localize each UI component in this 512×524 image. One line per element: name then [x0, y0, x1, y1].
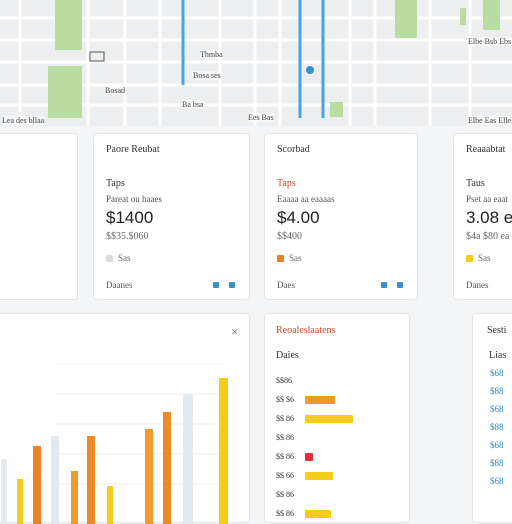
map-label: Lea des bllaa	[2, 116, 45, 125]
card[interactable]	[0, 133, 78, 300]
row-bar	[305, 453, 313, 461]
list-card: Reoaleslaatens Daies $$86 $$ $6 $$ 86 $$ 86…	[264, 313, 410, 523]
icon	[229, 282, 235, 288]
card-footer: Daes	[277, 280, 295, 290]
legend-label: Sas	[478, 253, 491, 263]
card-footer: Danes	[466, 280, 489, 290]
side-subtitle: Lias	[489, 350, 507, 361]
grid	[55, 363, 225, 485]
card-footer: Daanes	[106, 280, 133, 290]
card-title: Scorbad	[277, 144, 310, 155]
card-subtitle: Taps	[277, 178, 296, 189]
streets	[0, 0, 512, 126]
close-button[interactable]: ×	[231, 324, 239, 339]
list-title: Reoaleslaatens	[276, 325, 336, 336]
side-card: Sesti Lias $68 $88 $68 $88 $68 $88 $68	[472, 313, 512, 523]
card-value: $1400	[106, 208, 154, 227]
card-caption: Pareat ou haaes	[106, 194, 162, 204]
card-detail: $$400	[277, 231, 302, 242]
row-label: $$ 86	[276, 452, 294, 461]
row-label: $68	[490, 476, 504, 486]
legend-swatch	[277, 255, 284, 262]
card-detail: $$35.$060	[106, 231, 149, 242]
parks	[48, 0, 500, 118]
row-label: $88	[490, 458, 504, 468]
row-bar	[305, 396, 335, 404]
map-label: Ba bsa	[182, 100, 204, 109]
map-label: Elbe Bsb Ebs	[468, 37, 512, 46]
icon	[213, 282, 219, 288]
icon	[397, 282, 403, 288]
routes	[181, 0, 325, 118]
row-label: $$ 86	[276, 490, 294, 499]
row-label: $$ $6	[276, 395, 294, 404]
bars	[1, 378, 228, 524]
list-subtitle: Daies	[276, 350, 299, 361]
card-subtitle: Taus	[466, 178, 485, 189]
legend-swatch	[466, 255, 473, 262]
row-label: $$86	[276, 376, 292, 385]
row-label: $$ 86	[276, 433, 294, 442]
marker	[89, 51, 105, 62]
map-label: Elbe Eas Elle	[468, 116, 512, 125]
row-label: $68	[490, 440, 504, 450]
row-label: $88	[490, 386, 504, 396]
card[interactable]: Paore Reubat Taps Pareat ou haaes $1400 $$35…	[93, 133, 250, 300]
card-caption: Eaaaa aa eaaaas	[277, 194, 335, 204]
card-caption: Pset aa eaat	[466, 194, 508, 204]
map-label: Bosad	[105, 86, 125, 95]
card-subtitle: Taps	[106, 178, 125, 189]
card-value: 3.08 en	[466, 208, 512, 227]
card-value: $4.00	[277, 208, 320, 227]
card-detail: $4a $80 ea	[466, 231, 510, 242]
map-label: Thmba	[200, 50, 223, 59]
map-label: Bosa ses	[193, 71, 221, 80]
pin[interactable]	[306, 66, 314, 74]
side-title: Sesti	[487, 325, 507, 336]
card[interactable]: Reaaabtat Taus Pset aa eaat 3.08 en $4a $80 …	[453, 133, 512, 300]
legend-label: Sas	[289, 253, 302, 263]
card-title: Reaaabtat	[466, 144, 506, 155]
map[interactable]	[0, 0, 512, 126]
bar-chart	[1, 363, 228, 524]
map-label: Ees Bas	[248, 113, 274, 122]
row-bar	[305, 472, 333, 480]
icon	[381, 282, 387, 288]
row-bar	[305, 510, 331, 518]
card[interactable]: Scorbad Taps Eaaaa aa eaaaas $4.00 $$400 Sas D…	[264, 133, 418, 300]
legend-label: Sas	[118, 253, 131, 263]
row-label: $88	[490, 422, 504, 432]
row-label: $$ 86	[276, 414, 294, 423]
row-label: $68	[490, 368, 504, 378]
card-title: Paore Reubat	[106, 144, 160, 155]
row-label: $$ 66	[276, 471, 294, 480]
chart-panel: ×	[0, 313, 250, 524]
row-bar	[305, 415, 353, 423]
row-label: $$ 86	[276, 509, 294, 518]
row-label: $68	[490, 404, 504, 414]
legend-swatch	[106, 255, 113, 262]
